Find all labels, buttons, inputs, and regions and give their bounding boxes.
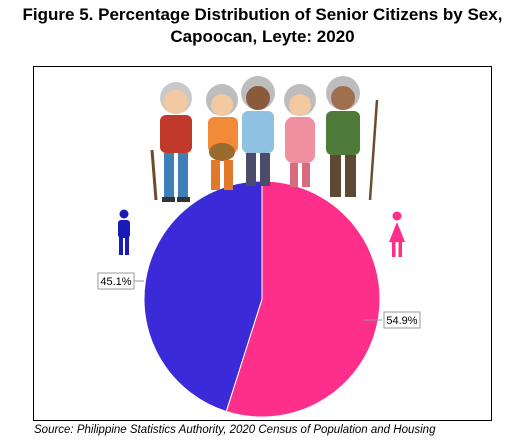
senior-woman-with-basket: [206, 84, 238, 190]
chart-title: Figure 5. Percentage Distribution of Sen…: [0, 4, 525, 48]
senior-man-with-cane: [150, 82, 192, 202]
senior-citizens-illustration: [150, 76, 379, 202]
data-label-45.1: 45.1%: [100, 276, 131, 288]
pie-slice-54.9: [225, 180, 381, 418]
female-person-icon: [389, 211, 405, 257]
senior-woman-pink: [284, 84, 316, 187]
senior-man-glasses: [241, 76, 275, 186]
chart-title-line1: Figure 5. Percentage Distribution of Sen…: [22, 5, 503, 24]
senior-man-with-rod: [326, 76, 379, 201]
data-label-54.9: 54.9%: [386, 315, 417, 327]
male-person-icon: [118, 209, 130, 255]
source-note: Source: Philippine Statistics Authority,…: [34, 424, 436, 436]
pie-slices: [143, 180, 381, 418]
chart-title-line2: Capoocan, Leyte: 2020: [170, 27, 355, 46]
